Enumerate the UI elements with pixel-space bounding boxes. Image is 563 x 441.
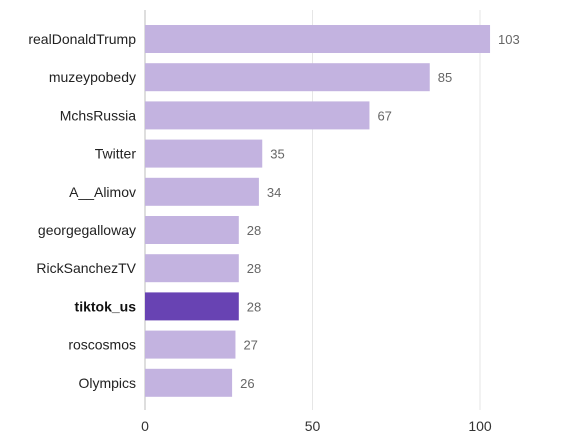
value-label-mchsrussia: 67 bbox=[377, 108, 391, 123]
value-label-twitter: 35 bbox=[270, 147, 284, 162]
bar-ricksancheztv bbox=[145, 254, 239, 283]
bar-layer bbox=[145, 25, 491, 397]
value-label-roscosmos: 27 bbox=[243, 338, 257, 353]
x-axis: 0 50 100 bbox=[141, 418, 492, 434]
bar-georgegalloway bbox=[145, 216, 239, 244]
bar-tiktok-us bbox=[145, 292, 239, 321]
category-label-ricksancheztv: RickSanchezTV bbox=[36, 260, 136, 276]
bar-a-alimov bbox=[145, 177, 259, 206]
category-label-georgegalloway: georgegalloway bbox=[38, 222, 136, 238]
category-label-muzeypobedy: muzeypobedy bbox=[49, 69, 136, 85]
value-label-a-alimov: 34 bbox=[267, 185, 281, 200]
category-label-olympics: Olympics bbox=[78, 375, 136, 391]
category-label-roscosmos: roscosmos bbox=[68, 337, 136, 353]
value-label-realdonaldtrump: 103 bbox=[498, 32, 520, 47]
category-label-realdonaldtrump: realDonaldTrump bbox=[28, 31, 136, 47]
value-label-georgegalloway: 28 bbox=[247, 223, 261, 238]
value-label-olympics: 26 bbox=[240, 376, 254, 391]
bar-twitter bbox=[145, 139, 263, 168]
value-label-ricksancheztv: 28 bbox=[247, 261, 261, 276]
bar-muzeypobedy bbox=[145, 63, 430, 92]
x-tick-label-50: 50 bbox=[305, 418, 321, 434]
category-label-mchsrussia: MchsRussia bbox=[60, 107, 136, 123]
bar-realdonaldtrump bbox=[145, 25, 491, 53]
category-label-a-alimov: A__Alimov bbox=[69, 184, 136, 200]
bar-mchsrussia bbox=[145, 101, 370, 130]
value-label-muzeypobedy: 85 bbox=[438, 70, 452, 85]
x-tick-label-100: 100 bbox=[468, 418, 492, 434]
x-tick-label-0: 0 bbox=[141, 418, 149, 434]
bar-olympics bbox=[145, 368, 233, 397]
category-label-twitter: Twitter bbox=[95, 146, 137, 162]
category-label-tiktok-us: tiktok_us bbox=[75, 298, 137, 314]
label-layer: realDonaldTrump 103 muzeypobedy 85 MchsRussi… bbox=[28, 31, 519, 391]
bar-roscosmos bbox=[145, 330, 236, 359]
value-label-tiktok-us: 28 bbox=[247, 299, 261, 314]
